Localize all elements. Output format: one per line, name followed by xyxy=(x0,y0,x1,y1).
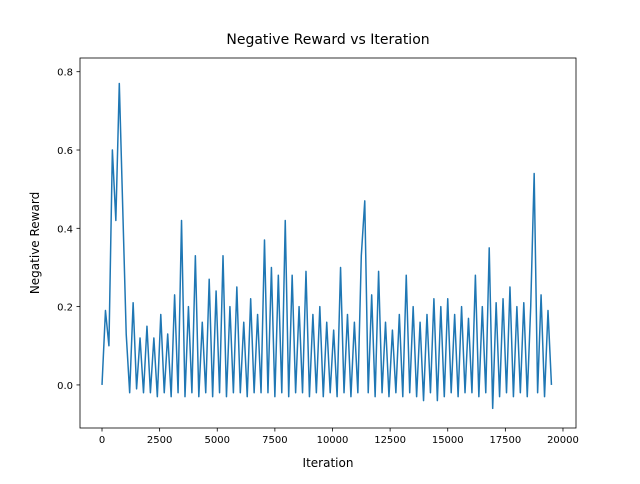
y-tick-label: 0.2 xyxy=(57,303,73,314)
x-tick-label: 17500 xyxy=(489,435,521,446)
x-tick-label: 5000 xyxy=(205,435,230,446)
x-tick-label: 20000 xyxy=(547,435,579,446)
y-tick-label: 0.0 xyxy=(57,381,73,392)
y-tick-label: 0.4 xyxy=(57,224,73,235)
x-tick-label: 2500 xyxy=(147,435,172,446)
y-tick-label: 0.6 xyxy=(57,146,73,157)
x-tick-label: 0 xyxy=(99,435,105,446)
plot-frame xyxy=(79,57,577,429)
x-axis-label: Iteration xyxy=(303,456,354,470)
x-tick-label: 10000 xyxy=(317,435,349,446)
chart-title: Negative Reward vs Iteration xyxy=(226,32,429,48)
y-tick-label: 0.8 xyxy=(57,68,73,79)
data-line xyxy=(101,82,553,410)
y-axis-label: Negative Reward xyxy=(28,192,42,294)
x-tick-label: 15000 xyxy=(432,435,464,446)
x-tick-label: 7500 xyxy=(262,435,287,446)
x-tick-label: 12500 xyxy=(374,435,406,446)
